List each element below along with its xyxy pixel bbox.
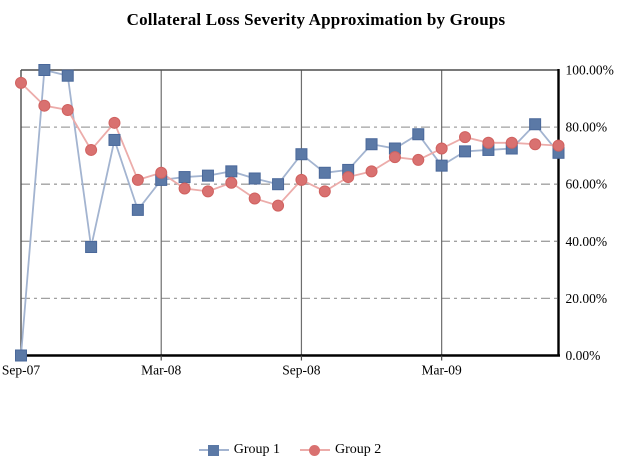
chart-title: Collateral Loss Severity Approximation b… [126,10,506,29]
group2-circle-marker [15,76,27,89]
group1-square-marker [178,171,191,184]
group2-circle-marker [318,185,331,198]
group1-square-marker [15,349,27,362]
group2-circle-marker [529,138,542,151]
group2-circle-marker [225,176,238,189]
group2-circle-marker [178,182,191,195]
group2-circle-marker [38,99,51,112]
group1-square-marker [225,165,238,178]
group2-circle-marker [248,192,261,205]
series-line-group2 [20,82,559,207]
group2-circle-marker [435,142,448,155]
group1-square-marker [295,148,308,161]
group1-square-marker [412,128,425,141]
x-axis-label: Mar-08 [141,363,181,378]
group2-circle-marker [459,131,472,144]
legend-label-group2: Group 2 [335,442,382,457]
legend-item-group2: Group 2 [300,442,381,458]
group1-square-marker-icon [198,444,229,457]
group2-circle-marker [342,171,355,184]
group2-circle-marker [61,103,74,116]
series-line-group1 [20,68,560,356]
group2-circle-marker [388,151,401,164]
group2-circle-marker [201,185,214,198]
group1-square-marker [248,172,261,185]
group2-circle-marker [272,199,285,212]
y-axis-label: 60.00% [566,177,608,192]
group2-circle-marker [131,173,144,186]
x-axis-label: Sep-08 [282,363,320,378]
y-axis-label: 80.00% [566,120,608,135]
x-axis-label: Mar-09 [422,363,462,378]
group2-circle-marker [482,136,495,149]
group2-circle-marker-icon [300,444,330,457]
y-axis-label: 40.00% [566,234,608,249]
chart-plot-area: 0.00% 20.00% 40.00% 60.00% 80.00% 100.00% Sep-… [2,63,614,378]
y-axis-label: 100.00% [566,63,614,78]
group2-circle-marker [552,139,565,152]
chart-legend: Group 1 Group 2 [0,442,580,458]
group2-circle-marker [155,166,168,179]
group1-square-marker [459,145,472,158]
group1-square-marker [38,64,51,76]
y-axis-label: 20.00% [566,291,608,306]
y-axis-label: 0.00% [566,348,601,363]
group1-square-marker [131,203,144,216]
group1-square-marker [318,166,331,179]
group1-square-marker [108,133,121,146]
group2-circle-marker [108,116,121,129]
group1-square-marker [61,69,74,82]
group1-square-marker [85,241,98,254]
group2-circle-marker [295,173,308,186]
group2-circle-marker [365,165,378,178]
group2-circle-marker [85,143,98,156]
x-axis-label: Sep-07 [2,363,40,378]
group2-circle-marker [505,136,518,149]
group1-square-marker [365,138,378,151]
legend-item-group1: Group 1 [198,442,280,458]
group1-square-marker [201,169,214,182]
legend-label-group1: Group 1 [233,442,280,457]
group2-circle-marker [412,153,425,166]
group1-square-marker [435,159,448,172]
group1-square-marker [272,178,285,191]
group1-square-marker [529,118,542,131]
